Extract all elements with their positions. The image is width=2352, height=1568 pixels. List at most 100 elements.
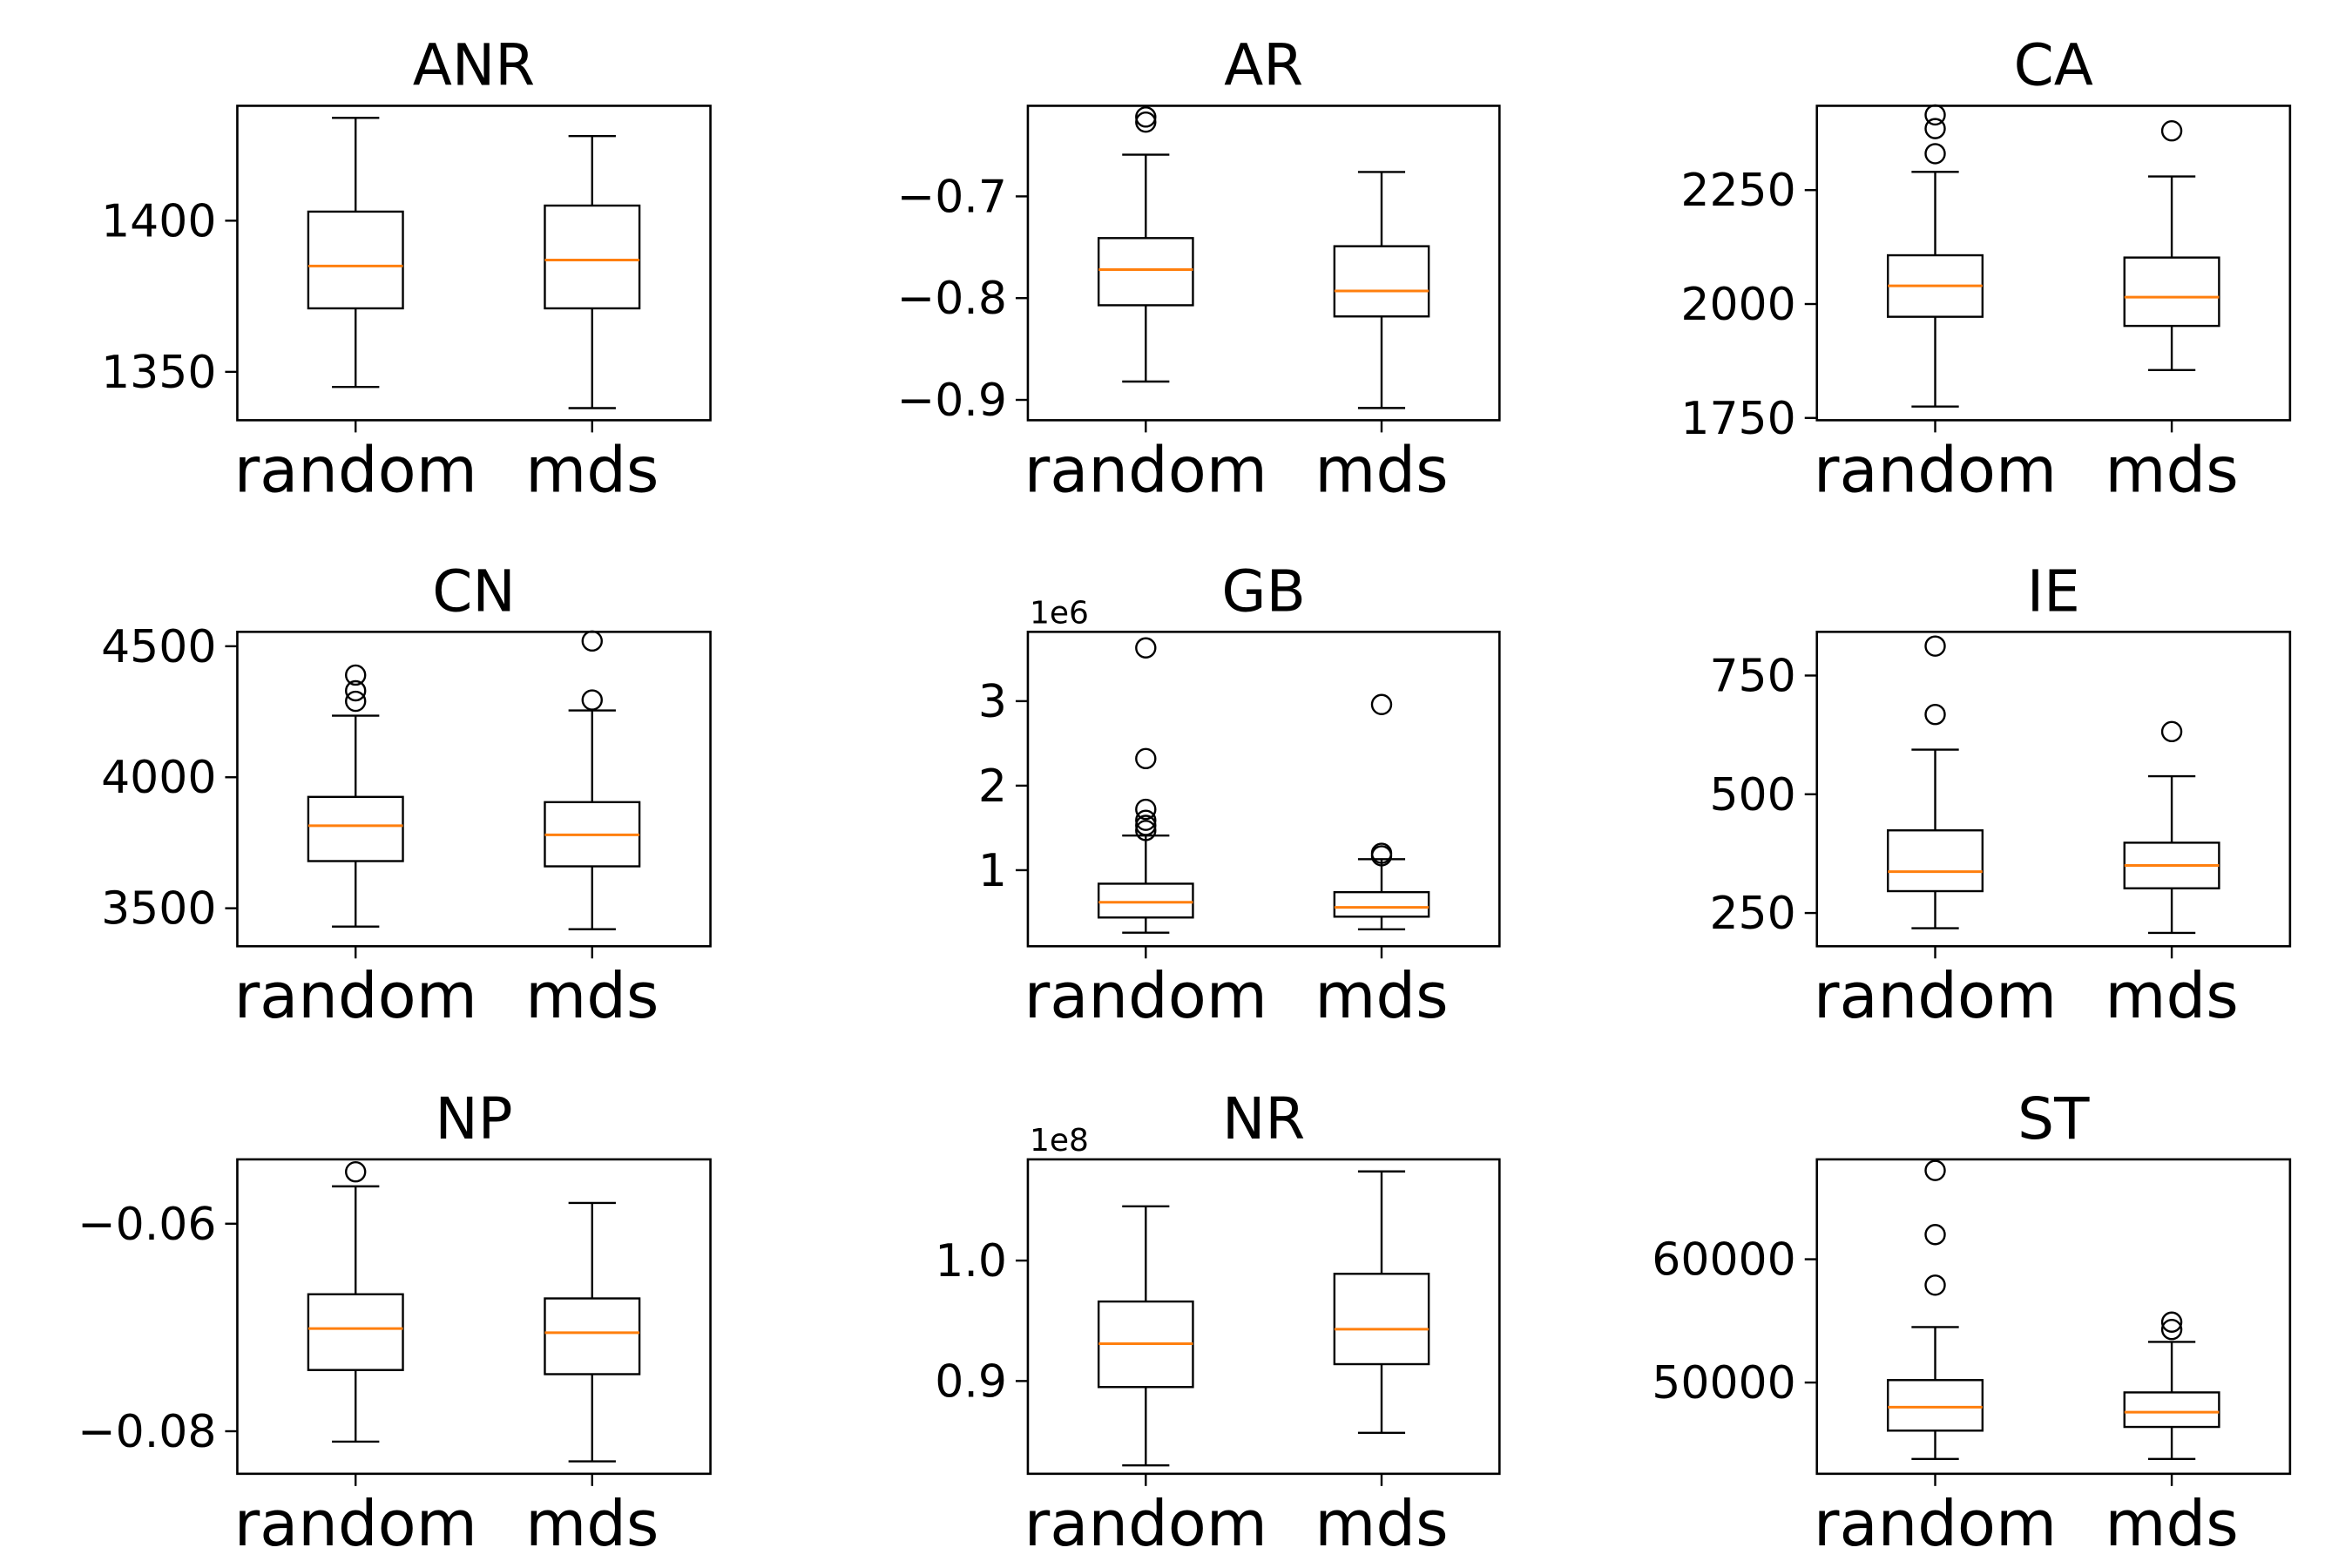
x-tick-label: random	[234, 959, 477, 1032]
subplot-title: CA	[2014, 31, 2093, 98]
x-tick-label: mds	[525, 1487, 659, 1560]
subplot-ie: IE 250 500 750 random mds	[1709, 558, 2292, 1032]
x-tick-label: random	[1814, 1487, 2057, 1560]
subplot-title: AR	[1224, 31, 1303, 98]
outlier-point	[1135, 637, 1157, 659]
subplot-title: IE	[2027, 558, 2080, 625]
outlier-point	[345, 664, 367, 686]
iqr-box	[1333, 1273, 1430, 1366]
x-tick-label: mds	[2105, 1487, 2238, 1560]
y-tick-label: −0.8	[897, 273, 1007, 325]
box-random	[1887, 635, 1984, 929]
outlier-point	[1135, 747, 1157, 770]
box-mds	[544, 630, 641, 930]
box-random	[1887, 1159, 1984, 1461]
outlier-point	[1135, 106, 1157, 128]
box-random	[1097, 1205, 1194, 1467]
x-tick-label: mds	[525, 433, 659, 506]
y-tick-label: 60000	[1652, 1234, 1795, 1287]
iqr-box	[1333, 890, 1430, 918]
x-tick-label: random	[1024, 433, 1267, 506]
y-tick-label: 2	[978, 760, 1007, 813]
outlier-point	[2160, 1319, 2183, 1341]
box-mds	[1333, 1170, 1430, 1435]
axes-frame	[236, 631, 712, 948]
iqr-box	[1887, 829, 1984, 893]
outlier-point	[1135, 814, 1157, 836]
axes-frame	[236, 1158, 712, 1476]
outlier-point	[345, 679, 367, 702]
y-tick-label: 4000	[101, 752, 216, 804]
box-mds	[544, 1201, 641, 1463]
outlier-point	[1135, 809, 1157, 831]
outlier-point	[1135, 111, 1157, 133]
subplot-title: ANR	[413, 31, 535, 98]
iqr-box	[544, 1297, 641, 1375]
y-tick-label: −0.06	[78, 1199, 216, 1251]
box-mds	[2123, 1311, 2220, 1461]
box-mds	[544, 134, 641, 409]
axes-frame	[236, 105, 712, 422]
outlier-point	[1370, 842, 1393, 864]
iqr-box	[1097, 882, 1194, 919]
y-tick-label: 2000	[1680, 279, 1795, 331]
x-tick-label: random	[234, 433, 477, 506]
iqr-box	[307, 210, 404, 310]
axes-frame	[1815, 105, 2292, 422]
axes-frame	[1815, 631, 2292, 948]
y-tick-label: 2250	[1680, 165, 1795, 217]
iqr-box	[1097, 237, 1194, 307]
iqr-box	[1887, 1379, 1984, 1432]
y-tick-label: 250	[1709, 888, 1795, 940]
outlier-point	[1924, 1159, 1946, 1181]
y-tick-label: 0.9	[935, 1355, 1007, 1408]
subplot-ar: AR −0.9 −0.8 −0.7 random mds	[897, 31, 1501, 506]
iqr-box	[2123, 1391, 2220, 1429]
y-tick-label: 1.0	[935, 1235, 1007, 1288]
outlier-point	[1924, 104, 1946, 126]
axes-frame	[1026, 1158, 1501, 1476]
subplot-st: ST 50000 60000 random mds	[1652, 1085, 2292, 1560]
outlier-point	[1135, 798, 1157, 821]
y-tick-label: 750	[1709, 650, 1795, 702]
x-tick-label: random	[1814, 959, 2057, 1032]
box-mds	[2123, 120, 2220, 372]
subplot-title: ST	[2017, 1085, 2090, 1152]
axes-frame	[1026, 631, 1501, 948]
x-tick-label: random	[1814, 433, 2057, 506]
y-tick-label: 1350	[101, 347, 216, 399]
x-tick-label: mds	[1315, 1487, 1448, 1560]
outlier-point	[345, 1161, 367, 1183]
box-random	[1097, 106, 1194, 383]
subplot-title: NR	[1222, 1085, 1305, 1152]
iqr-box	[307, 795, 404, 862]
subplot-title: NP	[435, 1085, 512, 1152]
box-random	[307, 117, 404, 389]
x-tick-label: mds	[2105, 433, 2238, 506]
outlier-point	[1924, 635, 1946, 657]
y-tick-label: 4500	[101, 621, 216, 673]
subplot-title: CN	[432, 558, 515, 625]
y-tick-label: 1750	[1680, 393, 1795, 445]
outlier-point	[1135, 820, 1157, 841]
subplot-title: GB	[1221, 558, 1305, 625]
y-tick-label: −0.08	[78, 1406, 216, 1458]
x-tick-label: mds	[525, 959, 659, 1032]
subplot-nr: NR 1e8 0.9 1.0 random mds	[935, 1085, 1501, 1560]
box-random	[1887, 104, 1984, 408]
iqr-box	[1333, 245, 1430, 318]
box-mds	[1333, 693, 1430, 931]
subplot-ca: CA 1750 2000 2250 random mds	[1680, 31, 2292, 506]
outlier-point	[581, 630, 603, 652]
y-tick-label: 3	[978, 676, 1007, 728]
box-random	[307, 664, 404, 928]
x-tick-label: random	[234, 1487, 477, 1560]
y-tick-label: 3500	[101, 883, 216, 936]
outlier-point	[581, 689, 603, 711]
subplot-cn: CN 3500 4000 4500 random mds	[101, 558, 712, 1032]
box-random	[307, 1161, 404, 1443]
subplot-gb: GB 1e6 1 2 3 random mds	[978, 558, 1501, 1032]
subplot-anr: ANR 1350 1400 random mds	[101, 31, 712, 506]
outlier-point	[345, 690, 367, 713]
